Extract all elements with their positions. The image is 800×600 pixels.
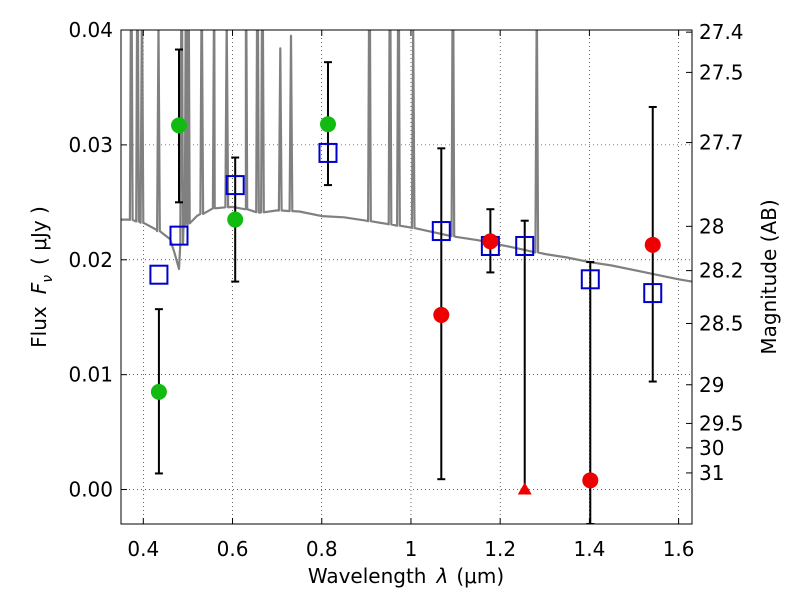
- right-axis-label: Magnitude (AB): [757, 199, 781, 354]
- plot-frame: [120, 29, 693, 525]
- synthetic-photometry-marker: [169, 225, 189, 246]
- model-spectrum: [121, 30, 692, 283]
- mag-tick-label: 30: [699, 436, 724, 460]
- x-tick-label: 1: [405, 537, 418, 561]
- x-tick-label: 0.8: [306, 537, 338, 561]
- y-tick-label: 0.04: [68, 18, 113, 42]
- synthetic-photometry-marker: [643, 283, 663, 304]
- mag-tick-label: 29.5: [699, 411, 744, 435]
- x-axis-label: Wavelength λ (μm): [308, 564, 504, 588]
- plot-background: [121, 30, 692, 524]
- observed-red-marker: [482, 233, 499, 250]
- y-axis-label: FluxFν( μJy ): [27, 206, 56, 348]
- observed-red-marker: [644, 236, 661, 253]
- synthetic-photometry-marker: [580, 269, 600, 290]
- x-tick-label: 1.2: [484, 537, 516, 561]
- axis-ticks: 0.4 0.6 0.8 1 1.2 1.4 1.6 0.00 0.01 0.02 0.03 0.04 2…: [68, 18, 743, 561]
- observed-green-marker: [170, 117, 187, 134]
- x-tick-label: 1.4: [573, 537, 605, 561]
- observed-green-marker: [319, 116, 336, 133]
- observed-green-marker: [227, 211, 244, 228]
- mag-tick-label: 27.5: [699, 60, 744, 84]
- synthetic-photometry-marker: [149, 264, 169, 285]
- synthetic-photometry-marker: [225, 175, 245, 196]
- x-tick-label: 1.6: [663, 537, 695, 561]
- synthetic-photometry-marker: [318, 142, 338, 163]
- mag-tick-label: 28: [699, 214, 724, 238]
- mag-tick-label: 31: [699, 461, 724, 485]
- upper-limit-marker: [517, 482, 532, 495]
- mag-tick-label: 27.4: [699, 20, 744, 44]
- x-tick-label: 0.4: [127, 537, 159, 561]
- y-tick-label: 0.01: [68, 363, 113, 387]
- y-tick-label: 0.00: [68, 478, 113, 502]
- y-tick-label: 0.02: [68, 248, 113, 272]
- mag-tick-label: 29: [699, 373, 724, 397]
- mag-tick-label: 28.2: [699, 259, 744, 283]
- data-markers: [149, 116, 663, 495]
- observed-red-marker: [582, 472, 599, 489]
- observed-red-marker: [433, 306, 450, 323]
- x-tick-label: 0.6: [217, 537, 249, 561]
- model-spectrum-line: [121, 30, 692, 283]
- mag-tick-label: 27.7: [699, 131, 744, 155]
- mag-tick-label: 28.5: [699, 311, 744, 335]
- synthetic-photometry-marker: [431, 221, 451, 242]
- y-tick-label: 0.03: [68, 133, 113, 157]
- observed-green-marker: [150, 383, 167, 400]
- synthetic-photometry-marker: [515, 235, 535, 256]
